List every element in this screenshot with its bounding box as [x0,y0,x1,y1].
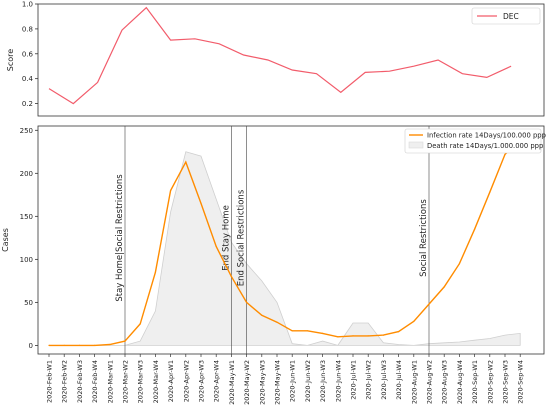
infection-point [337,336,339,338]
infection-point [413,320,415,322]
score-y-tick-label: 0.2 [22,100,33,108]
death-legend-label: Death rate 14Days/1.000.000 ppp [427,142,543,150]
infection-point [458,263,460,265]
x-tick-label: 2020-Sep-W3 [502,360,510,404]
x-tick-label: 2020-Jun-W3 [319,360,327,402]
x-tick-label: 2020-Jul-W4 [395,360,403,400]
infection-point [139,323,141,325]
infection-point [428,303,430,305]
dec-series-line [48,6,512,105]
x-tick-label: 2020-Mar-W1 [106,360,114,403]
x-tick-label: 2020-Feb-W1 [46,360,54,403]
cases-y-tick-label: 250 [20,127,33,135]
infection-point [382,334,384,336]
x-tick-label: 2020-Jul-W3 [380,360,388,400]
infection-point [291,330,293,332]
infection-point [94,344,96,346]
infection-point [230,276,232,278]
infection-point [504,153,506,155]
event-label: Stay Home|Social Restrictions [115,174,125,302]
cases-legend-box [404,128,542,154]
score-y-tick-label: 0.6 [22,50,34,58]
x-tick-label: 2020-Jun-W2 [304,360,312,402]
infection-point [276,321,278,323]
infection-point [443,286,445,288]
x-tick-label: 2020-Apr-W3 [198,360,206,402]
x-tick-label: 2020-Apr-W2 [182,360,190,402]
infection-point [200,202,202,204]
x-tick-label: 2020-May-W4 [274,360,282,405]
infection-point [352,335,354,337]
event-label: End Social Restrictions [237,189,247,286]
event-label: End Stay Home [221,205,231,271]
x-tick-label: 2020-Jul-W2 [365,360,373,400]
score-legend-box [471,7,541,25]
score-panel: 0.2 0.4 0.6 0.8 1.0 Score DEC [6,1,545,117]
x-tick-label: 2020-Mar-W3 [137,360,145,403]
death-rate-area [48,151,521,346]
x-tick-label: 2020-May-W1 [228,360,236,405]
infection-point [246,301,248,303]
score-y-axis-label: Score [6,49,15,71]
infection-point [489,191,491,193]
cases-y-tick-label: 100 [20,256,33,264]
x-tick-label: 2020-Sep-W1 [471,360,479,404]
x-tick-label: 2020-Sep-W2 [486,360,494,404]
cases-y-tick-label: 0 [29,342,33,350]
infection-point [78,344,80,346]
cases-legend: Infection rate 14Days/100.000 ppp Death … [404,128,546,154]
x-tick-label: 2020-May-W3 [258,360,266,405]
score-y-tick-label: 0.8 [22,25,33,33]
cases-y-tick-label: 200 [20,170,33,178]
cases-y-tick-label: 150 [20,213,33,221]
score-y-tick-label: 1.0 [22,1,33,9]
infection-point [215,245,217,248]
infection-point [48,344,50,346]
infection-point [306,330,308,332]
dec-legend-label: DEC [503,12,519,21]
x-tick-label: 2020-Feb-W4 [91,360,99,403]
event-label: Social Restrictions [419,199,429,277]
x-tick-label: 2020-Aug-W3 [441,360,449,404]
x-tick-label: 2020-Jul-W1 [350,360,358,400]
infection-point [109,343,111,346]
infection-point [398,331,400,333]
infection-point [474,228,476,230]
infection-point [322,332,324,334]
x-tick-label: 2020-Jun-W1 [289,360,297,402]
score-y-tick-label: 0.4 [22,75,34,83]
x-tick-label: 2020-Aug-W2 [426,360,434,404]
x-tick-label: 2020-Sep-W4 [517,360,525,404]
infection-legend-label: Infection rate 14Days/100.000 ppp [427,132,546,140]
x-tick-label: 2020-Jun-W4 [334,360,342,402]
x-tick-label: 2020-Feb-W2 [61,360,69,403]
x-tick-label: 2020-Feb-W3 [76,360,84,403]
infection-point [154,271,156,273]
x-tick-label: 2020-Apr-W4 [213,360,221,402]
infection-rate-line [49,138,521,347]
cases-y-axis-label: Cases [1,228,10,252]
infection-point [124,340,126,342]
score-legend: DEC [471,7,541,25]
x-tick-label: 2020-May-W2 [243,360,251,405]
infection-point [367,335,369,337]
x-tick-label: 2020-Aug-W1 [410,360,418,404]
infection-point [170,189,172,192]
death-legend-swatch [408,141,424,149]
x-tick-label: 2020-Mar-W4 [152,360,160,403]
x-tick-label: 2020-Aug-W4 [456,360,464,404]
score-plot-frame [37,3,545,117]
infection-point [63,344,65,346]
x-tick-label: 2020-Mar-W2 [122,360,130,403]
cases-plot-frame [37,125,545,355]
infection-point [261,314,263,316]
cases-y-tick-label: 50 [24,299,33,307]
x-tick-label: 2020-Apr-W1 [167,360,175,402]
cases-panel: Stay Home|Social Restrictions End Stay Ho… [1,125,546,405]
infection-point [185,161,187,163]
